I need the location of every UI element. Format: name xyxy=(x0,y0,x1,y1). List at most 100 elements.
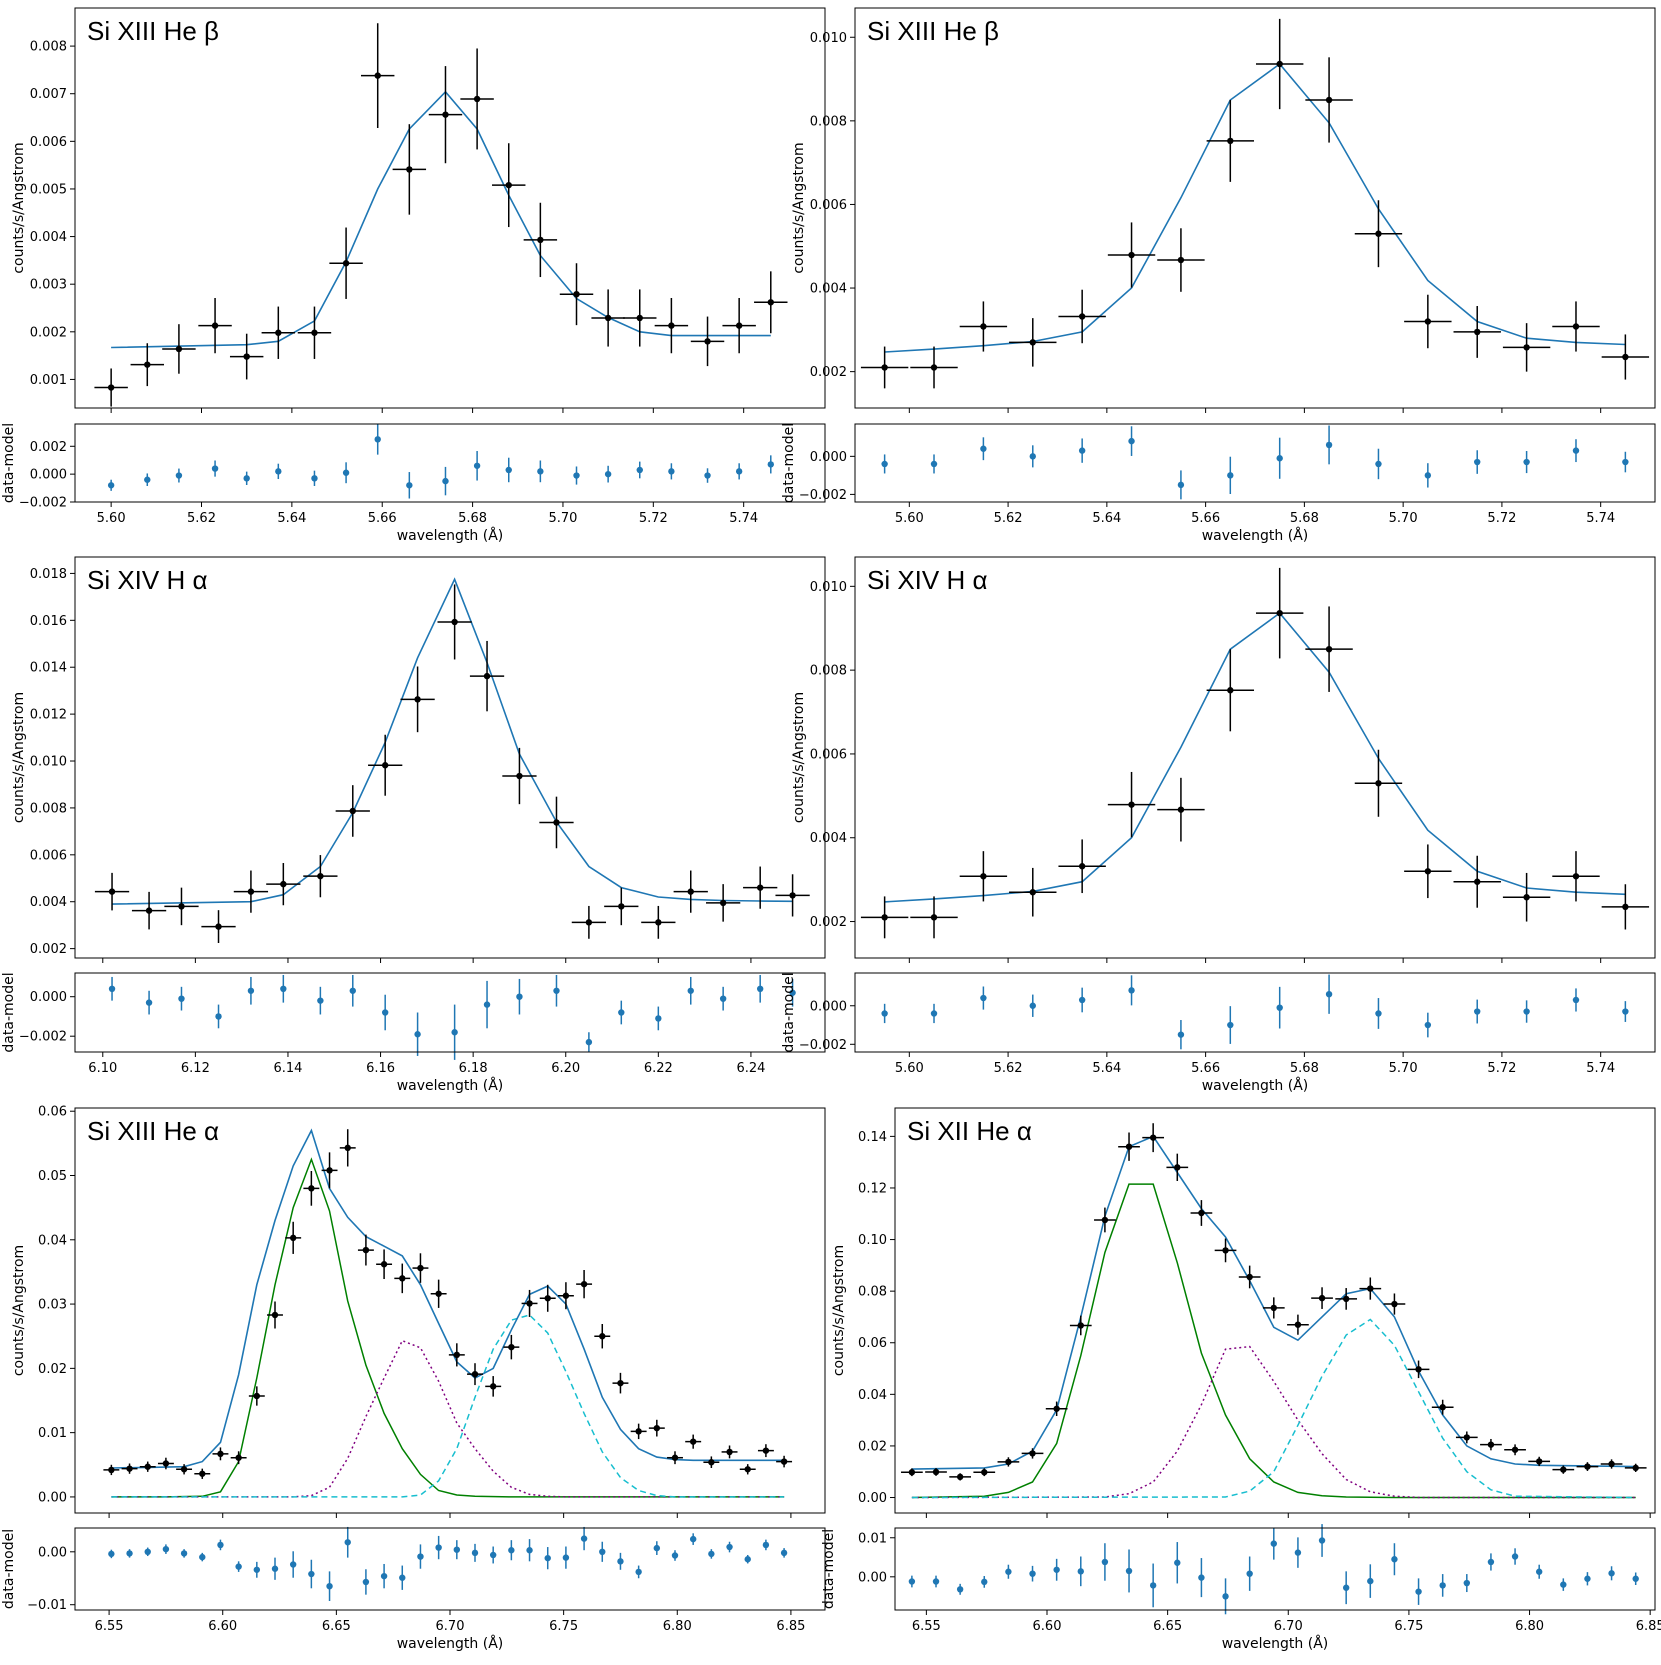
residual-point xyxy=(1276,986,1283,1029)
data-point xyxy=(757,1444,774,1458)
data-point xyxy=(706,884,741,922)
residual-panel-4: 0.00 −0.01 data-model 6.55 6.60 6.65 6.70 6.75 6… xyxy=(1,1526,826,1652)
residual-point xyxy=(762,1539,770,1551)
residual-point xyxy=(1174,1542,1181,1584)
residual-marker xyxy=(505,466,512,474)
x-tick-label: 5.64 xyxy=(1092,1061,1121,1076)
residual-point xyxy=(1415,1578,1422,1605)
residual-point xyxy=(599,1541,606,1562)
y-tick-label: 0.008 xyxy=(30,40,67,55)
residual-marker xyxy=(211,465,219,472)
data-marker xyxy=(414,696,421,703)
data-point xyxy=(266,863,301,906)
data-marker xyxy=(1053,1405,1060,1412)
data-point xyxy=(648,1419,665,1437)
model-line xyxy=(111,90,771,349)
residual-point xyxy=(537,460,544,483)
x-tick-label: 5.62 xyxy=(994,511,1023,526)
residual-marker xyxy=(1318,1537,1326,1544)
data-point xyxy=(130,343,165,387)
y-tick-label: 0.02 xyxy=(858,1439,887,1454)
residual-point xyxy=(406,472,413,499)
residual-marker xyxy=(1128,987,1135,994)
residual-marker xyxy=(1227,1021,1234,1029)
residual-marker xyxy=(1128,437,1135,445)
data-point xyxy=(910,346,958,389)
residual-point xyxy=(1101,1543,1109,1581)
x-tick-label: 5.60 xyxy=(895,1061,924,1076)
residual-marker xyxy=(1375,460,1382,468)
x-tick-label: 6.70 xyxy=(436,1619,465,1634)
data-marker xyxy=(489,1383,497,1390)
residual-marker xyxy=(1367,1577,1374,1585)
residual-point xyxy=(108,976,116,1001)
residual-marker xyxy=(471,1549,479,1557)
data-point xyxy=(743,866,778,909)
residual-point xyxy=(930,1003,938,1024)
y-tick-label: 0.010 xyxy=(30,755,67,770)
residual-point xyxy=(653,1541,661,1555)
residual-marker xyxy=(1029,453,1036,460)
x-tick-label: 5.66 xyxy=(368,511,397,526)
data-marker xyxy=(956,1473,964,1481)
residual-marker xyxy=(573,472,580,479)
residual-point xyxy=(932,1575,940,1588)
residual-marker xyxy=(344,1539,351,1546)
data-point xyxy=(503,1334,520,1360)
residual-point xyxy=(489,1546,497,1564)
residual-point xyxy=(211,460,219,477)
residual-marker xyxy=(1415,1588,1422,1595)
model-component-2 xyxy=(111,1339,785,1498)
residual-marker xyxy=(1029,1002,1036,1009)
residual-marker xyxy=(932,1578,940,1585)
data-marker xyxy=(708,1459,715,1466)
residual-point xyxy=(1560,1578,1567,1591)
residual-marker xyxy=(1246,1570,1253,1577)
data-marker xyxy=(1367,1285,1374,1292)
x-tick-label: 5.66 xyxy=(1191,1061,1220,1076)
data-marker xyxy=(175,345,183,353)
residual-marker xyxy=(108,1550,115,1558)
residual-point xyxy=(956,1583,964,1595)
data-marker xyxy=(178,903,185,910)
data-marker xyxy=(980,323,987,330)
data-marker xyxy=(1227,687,1234,694)
data-marker xyxy=(144,1463,151,1470)
data-point xyxy=(1528,1456,1551,1467)
residual-point xyxy=(1029,445,1036,468)
residual-marker xyxy=(180,1550,188,1557)
residual-point xyxy=(289,1551,297,1578)
data-point xyxy=(1431,1399,1454,1415)
x-axis-label: wavelength (Å) xyxy=(1222,1635,1329,1652)
residual-point xyxy=(342,462,350,484)
data-point xyxy=(139,1461,156,1472)
data-marker xyxy=(908,1469,916,1476)
data-point xyxy=(430,1279,447,1308)
residual-point xyxy=(326,1571,333,1602)
residual-point xyxy=(1077,1556,1084,1587)
data-marker xyxy=(1276,60,1283,68)
residual-marker xyxy=(1078,447,1086,454)
main-axes-frame xyxy=(74,1107,826,1514)
residual-marker xyxy=(1424,472,1432,479)
residual-marker xyxy=(726,1543,733,1551)
residual-marker xyxy=(235,1563,242,1570)
residual-point xyxy=(505,457,512,483)
x-tick-label: 6.16 xyxy=(366,1061,395,1076)
x-tick-label: 6.14 xyxy=(273,1061,302,1076)
data-point xyxy=(339,1129,356,1167)
data-marker xyxy=(1342,1295,1350,1303)
residual-point xyxy=(617,1552,624,1570)
residual-marker xyxy=(930,1010,938,1017)
model-line xyxy=(884,62,1626,353)
x-tick-label: 6.75 xyxy=(549,1619,578,1634)
data-point xyxy=(392,124,427,215)
y-tick-label: 0.004 xyxy=(810,831,847,846)
y-tick-label: 0.007 xyxy=(30,87,67,102)
data-marker xyxy=(1523,344,1530,351)
residual-point xyxy=(1128,426,1135,456)
residual-marker xyxy=(508,1547,515,1554)
data-marker xyxy=(618,903,625,910)
residual-y-tick-label: −0.002 xyxy=(799,1038,847,1053)
